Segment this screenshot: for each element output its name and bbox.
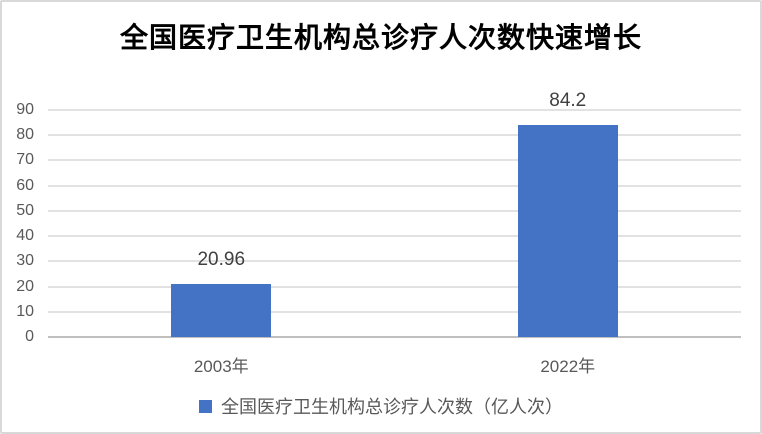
y-axis: 0 10 20 30 40 50 60 70 80 90	[2, 101, 36, 345]
x-axis-line	[48, 336, 741, 338]
bar-2022年	[517, 124, 618, 337]
gridline	[48, 209, 741, 212]
x-tick-label: 2003年	[193, 357, 249, 376]
y-tick-label: 40	[16, 227, 34, 245]
gridline	[48, 134, 741, 137]
y-tick-label: 70	[16, 151, 34, 169]
chart-title: 全国医疗卫生机构总诊疗人次数快速增长	[119, 22, 642, 53]
legend-label: 全国医疗卫生机构总诊疗人次数（亿人次）	[221, 397, 563, 418]
gridline	[48, 109, 741, 111]
gridline	[48, 159, 741, 162]
gridline	[48, 310, 741, 313]
y-tick-label: 90	[16, 101, 34, 118]
gridline	[48, 260, 741, 263]
y-tick-label: 0	[25, 328, 34, 345]
gridline	[48, 235, 741, 238]
legend: 全国医疗卫生机构总诊疗人次数（亿人次）	[2, 393, 760, 419]
gridline	[48, 285, 741, 288]
y-tick-label: 30	[16, 252, 34, 270]
y-tick-label: 80	[16, 126, 34, 144]
legend-swatch-icon	[199, 399, 212, 413]
bar-2003年	[171, 284, 272, 337]
y-tick-label: 10	[16, 302, 34, 320]
y-tick-label: 20	[16, 277, 34, 295]
y-tick-label: 60	[16, 176, 34, 194]
gridline	[48, 184, 741, 187]
bar-value-label: 20.96	[197, 249, 246, 271]
bar-value-label: 84.2	[549, 89, 587, 111]
plot-area: 20.96 84.2	[48, 90, 741, 338]
x-axis: 2003年 2022年	[48, 349, 741, 376]
x-tick-label: 2022年	[540, 357, 596, 376]
y-tick-label: 50	[16, 201, 34, 219]
